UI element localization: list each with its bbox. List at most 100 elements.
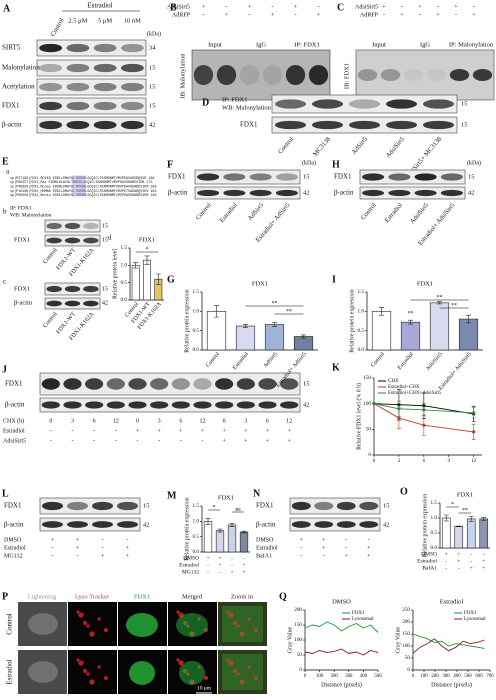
error-bar <box>456 525 462 527</box>
blot-band <box>93 101 117 111</box>
treatment-sign: + <box>222 438 226 444</box>
legend-label: CHX <box>388 379 399 384</box>
lysosome <box>86 624 90 628</box>
blot-band <box>291 501 311 511</box>
treatment-sign: + <box>242 569 245 575</box>
treatment-sign: - <box>52 553 54 559</box>
blot-band <box>280 401 299 409</box>
blot-panel <box>36 39 147 57</box>
treatment-sign: + <box>322 537 326 543</box>
label: FDX1 <box>14 285 30 292</box>
legend-label: Estradiol+CHX <box>388 385 420 390</box>
blot-band <box>66 120 90 130</box>
blot-band <box>236 401 255 409</box>
micrograph <box>218 650 267 694</box>
treatment-sign: + <box>266 438 270 444</box>
x-tick-label: 12 <box>471 459 476 464</box>
blot-band <box>93 120 117 130</box>
chart-title: FDX1 <box>457 491 473 498</box>
treatment-sign: - <box>295 12 297 18</box>
blot-band <box>46 285 62 293</box>
blot-band <box>83 237 99 244</box>
row-label: β-actin <box>2 121 22 129</box>
treatment-sign: + <box>244 438 248 444</box>
panel-letter: B <box>170 2 177 13</box>
y-tick-label: 0 <box>407 667 410 673</box>
blot-band <box>64 237 81 244</box>
treatment-sign: + <box>136 428 140 434</box>
treatment-label: Estradiol <box>179 562 199 568</box>
label: Lightening <box>28 593 57 600</box>
blot-band <box>362 189 385 197</box>
x-tick-label: 500 <box>464 674 472 679</box>
error-bar <box>466 314 471 324</box>
panel-letter: K <box>332 362 340 373</box>
fdx1-signal <box>129 661 155 685</box>
blot-panel <box>289 517 381 532</box>
treatment-label: DMSO <box>256 537 274 543</box>
treatment-sign: - <box>50 428 52 434</box>
blot-band <box>63 401 82 409</box>
treatment-label: BafA1 <box>256 552 272 559</box>
treatment-sign: - <box>93 428 95 434</box>
treatment-sign: - <box>226 4 228 10</box>
lysosome <box>239 679 245 685</box>
kda-label: 42 <box>149 121 156 128</box>
y-tick-label: 250 <box>402 607 410 613</box>
panel-letter: O <box>400 486 408 497</box>
marker <box>397 416 401 420</box>
label: β-actin <box>168 189 188 197</box>
treatment-sign: - <box>231 555 233 561</box>
alignment-line: sp|P37199|FDX1_BOVIN EDDLLDMAYGLTDRSRLGC… <box>10 176 154 181</box>
legend-label: FDX1 <box>464 611 477 616</box>
label: FDX1 <box>240 121 258 129</box>
label: FDX1 <box>168 173 186 181</box>
bar <box>264 324 285 351</box>
error-bar <box>229 523 235 527</box>
y-tick-label: 1.0 <box>358 309 365 315</box>
treatment-sign: - <box>470 551 472 557</box>
lysosome <box>78 612 84 618</box>
y-tick-label: 1.5 <box>121 245 128 251</box>
blot-band <box>120 43 144 53</box>
blot-band <box>403 69 424 81</box>
error-bar <box>241 530 247 534</box>
treatment-sign: + <box>218 555 221 561</box>
significance-label: ** <box>408 311 414 317</box>
y-tick-label: 150 <box>363 375 371 381</box>
blot-band <box>422 99 455 109</box>
bar <box>227 524 237 553</box>
y-tick-label: 1.5 <box>193 289 200 295</box>
significance-label: ns <box>235 507 241 513</box>
label: 42 <box>383 521 390 528</box>
treatment-sign: 0 <box>136 418 139 424</box>
treatment-sign: + <box>230 569 233 575</box>
blot-band <box>46 237 62 244</box>
treatment-sign: 12 <box>200 418 206 424</box>
label: 42 <box>303 401 310 408</box>
y-tick-label: 0.0 <box>121 297 128 303</box>
lane-label: 5 μM <box>98 17 112 24</box>
label: (kDa) <box>302 159 316 166</box>
blot-panel <box>39 497 141 515</box>
significance-label: * <box>451 502 454 508</box>
treatment-label: AdsiSirt5 <box>167 4 190 10</box>
panel-letter: D <box>202 97 209 108</box>
treatment-sign: + <box>382 4 386 10</box>
label: IP: FDX1 <box>10 205 32 211</box>
cell <box>28 661 58 683</box>
blot-band <box>359 501 379 511</box>
marker <box>422 408 426 412</box>
blot-band <box>388 173 411 181</box>
legend-label: Estradiol+CHX+AdsiSirt5 <box>388 391 442 396</box>
label: β-actin <box>334 189 354 197</box>
blot-band <box>426 69 447 81</box>
label: IB: FDX1 <box>343 63 350 89</box>
panel-letter: Q <box>279 591 287 602</box>
blot-band <box>239 65 260 85</box>
label: 42 <box>303 189 310 196</box>
treatment-sign: + <box>76 545 80 551</box>
label: 15 <box>461 121 468 128</box>
significance-label: ** <box>272 301 278 307</box>
lysosome <box>76 658 80 662</box>
